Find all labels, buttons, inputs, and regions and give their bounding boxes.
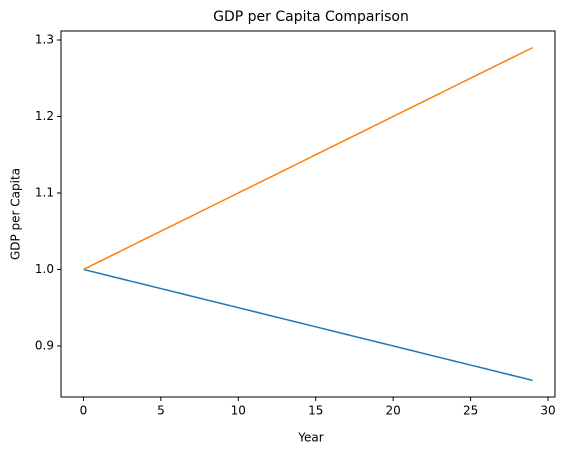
y-axis-label: GDP per Capita: [9, 168, 23, 260]
y-tick-label: 1.3: [35, 32, 54, 46]
x-tick-label: 25: [463, 404, 478, 418]
y-tick-label: 0.9: [35, 338, 54, 352]
x-tick-label: 15: [308, 404, 323, 418]
x-tick-label: 0: [80, 404, 88, 418]
plot-frame: [60, 30, 556, 398]
x-tick-label: 5: [157, 404, 165, 418]
chart-title: GDP per Capita Comparison: [213, 9, 409, 25]
y-tick-label: 1.1: [35, 185, 54, 199]
y-tick-label: 1.0: [35, 262, 54, 276]
line-series: [83, 46, 533, 271]
x-tick-label: 30: [540, 404, 555, 418]
x-tick-label: 20: [386, 404, 401, 418]
line-series: [83, 268, 533, 382]
x-tick-label: 10: [231, 404, 246, 418]
x-axis-label: Year: [297, 431, 323, 445]
y-tick-label: 1.2: [35, 109, 54, 123]
